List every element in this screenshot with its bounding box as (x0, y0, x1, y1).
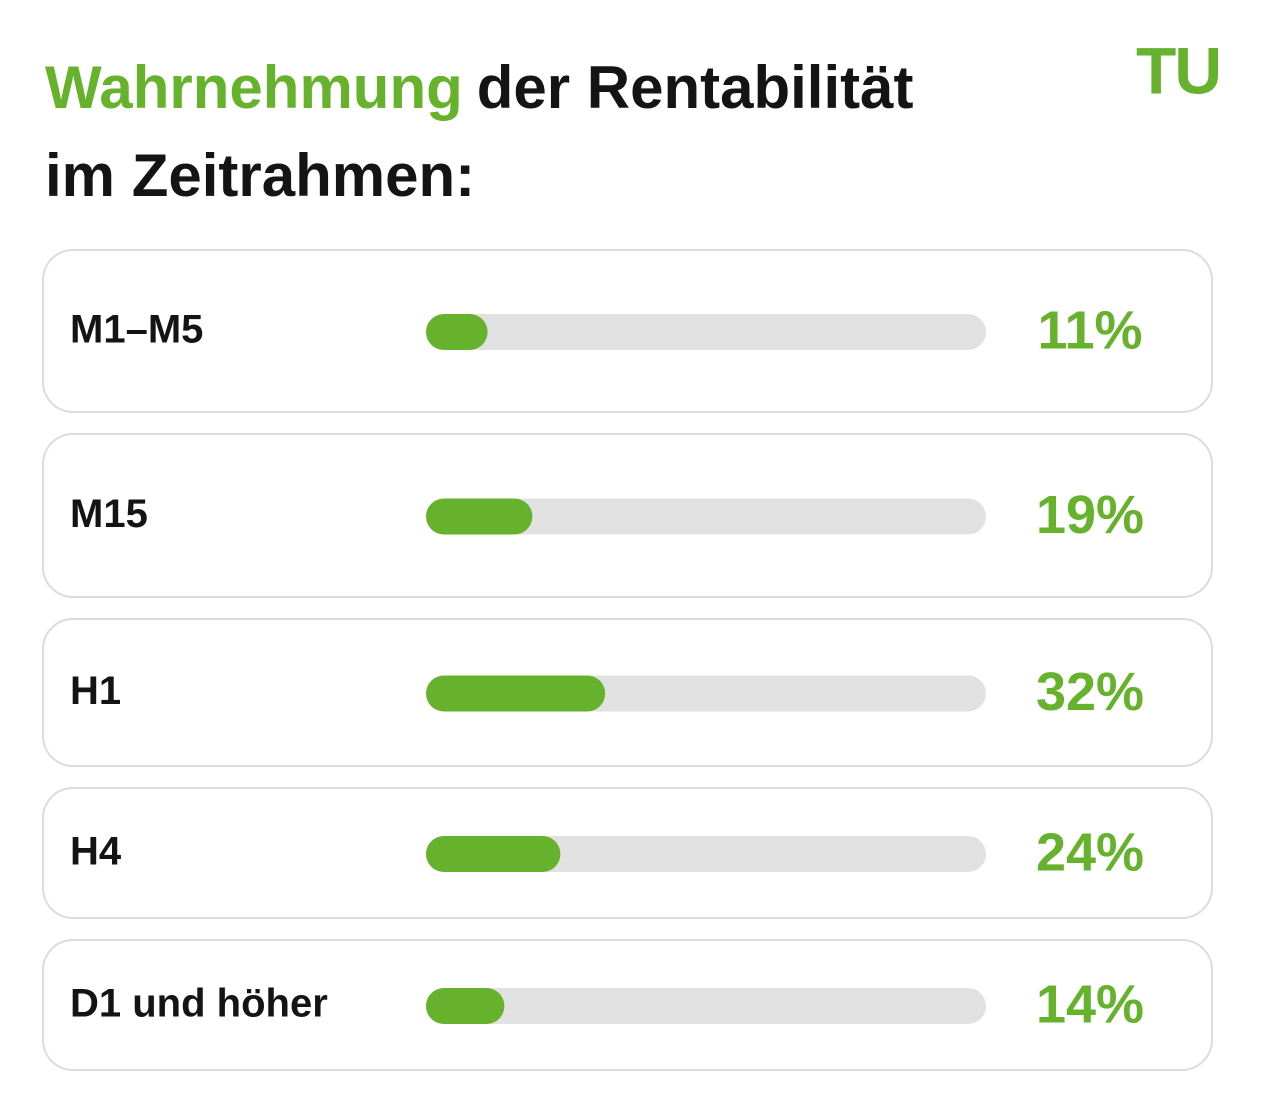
category-label: H1 (70, 669, 121, 713)
category-label: M1–M5 (70, 308, 203, 352)
value-label: 11% (1037, 300, 1142, 360)
title: im Zeitrahmen: (45, 142, 475, 209)
bar (426, 675, 606, 712)
bar (426, 836, 561, 872)
track (426, 836, 986, 872)
value-label: 32% (1036, 662, 1144, 722)
category-label: D1 und höher (70, 982, 328, 1026)
title: der Rentabilität (477, 54, 914, 121)
track (426, 314, 986, 350)
value-label: 14% (1036, 974, 1144, 1034)
bar (426, 988, 505, 1024)
track (426, 988, 986, 1024)
logo: TU (1136, 33, 1220, 107)
value-label: 24% (1036, 822, 1144, 882)
category-label: M15 (70, 492, 148, 536)
title-highlight: Wahrnehmung (45, 54, 463, 121)
category-label: H4 (70, 830, 122, 874)
bar (426, 498, 533, 535)
track (426, 498, 986, 535)
value-label: 19% (1036, 485, 1144, 545)
bar (426, 314, 488, 350)
